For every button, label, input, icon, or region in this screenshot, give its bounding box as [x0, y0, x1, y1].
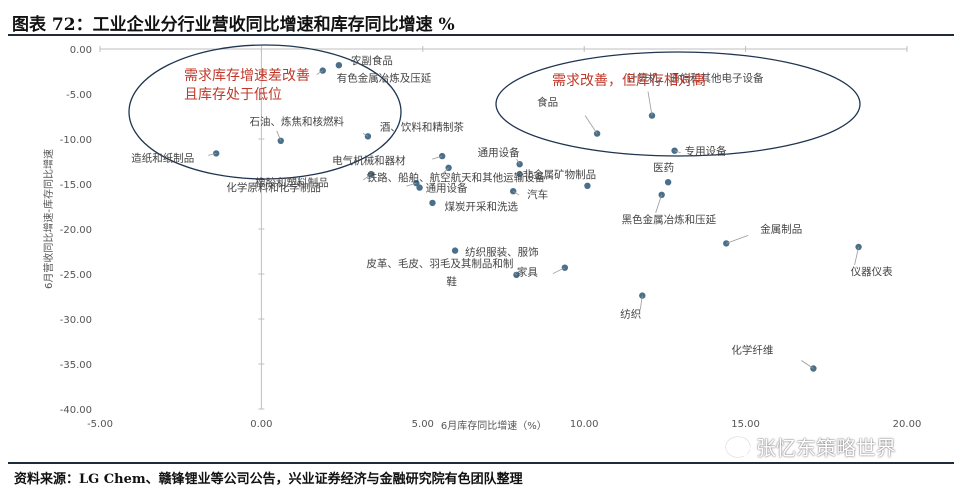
point-label: 石油、炼焦和核燃料: [250, 115, 345, 128]
scatter-point: [451, 247, 459, 254]
point-label: 仪器仪表: [851, 265, 893, 278]
watermark-text: 张忆东策略世界: [756, 436, 896, 460]
y-tick-label: -35.00: [60, 360, 92, 371]
point-label: 煤炭开采和洗选: [444, 200, 518, 213]
point-label: 化学纤维: [731, 344, 773, 357]
point-label: 皮革、毛皮、羽毛及其制品和制: [366, 257, 513, 270]
x-tick-label: -5.00: [87, 419, 113, 430]
x-tick-label: 15.00: [731, 419, 760, 430]
y-tick-label: -10.00: [60, 135, 92, 146]
point-label: 金属制品: [760, 222, 802, 235]
point-label: 通用设备: [426, 182, 468, 195]
point-label: 黑色金属冶炼和压延: [622, 213, 717, 226]
x-tick-label: 0.00: [250, 419, 272, 430]
point-label: 酒、饮料和精制茶: [380, 120, 464, 133]
y-axis-title: 6月营收同比增速-库存同比增速: [42, 149, 55, 289]
leader-line: [674, 150, 681, 154]
point-label: 食品: [537, 96, 558, 109]
leader-line: [514, 271, 517, 276]
point-label: 计算机、通信和其他电子设备: [627, 72, 764, 85]
point-label: 通用设备: [478, 146, 520, 159]
y-tick-label: -25.00: [60, 270, 92, 281]
leader-line: [801, 360, 814, 369]
leader-line: [726, 235, 749, 244]
point-label-wrap: 鞋: [446, 275, 457, 288]
title-bar: 图表 72：工业企业分行业营收同比增速和库存同比增速 %: [8, 6, 954, 36]
x-tick-label: 5.00: [412, 419, 434, 430]
ellipse-low-inventory: [128, 44, 402, 180]
y-tick-label: -15.00: [60, 180, 92, 191]
point-label: 纺织服装、服饰: [465, 246, 538, 259]
leader-line: [512, 190, 520, 196]
point-label: 化学原料和化学制品: [226, 181, 321, 194]
leader-line: [276, 130, 282, 141]
leader-line: [639, 295, 643, 310]
scatter-point: [584, 182, 591, 189]
leader-line: [647, 91, 653, 116]
point-label: 汽车: [527, 188, 548, 201]
leader-line: [442, 167, 449, 175]
leader-line: [316, 70, 323, 75]
y-tick-label: -20.00: [60, 225, 92, 236]
x-tick-label: 10.00: [570, 419, 599, 430]
y-tick-label: -5.00: [66, 90, 92, 101]
scatter-point: [335, 61, 343, 69]
scatter-point: [639, 292, 646, 299]
point-label: 医药: [653, 162, 674, 174]
y-tick-label: -40.00: [60, 405, 92, 416]
scatter-point: [429, 199, 436, 207]
leader-line: [552, 267, 566, 275]
x-axis-title: 6月库存同比增速（%）: [441, 419, 547, 432]
annotation-text: 且库存处于低位: [184, 87, 282, 103]
source-note: 资料来源：LG Chem、赣锋锂业等公司公告，兴业证券经济与金融研究院有色团队整…: [14, 472, 523, 487]
point-label: 专用设备: [685, 145, 727, 158]
leader-line: [362, 132, 369, 137]
point-label: 电气机械和器材: [332, 154, 406, 167]
y-tick-label: -30.00: [60, 315, 92, 326]
scatter-point: [416, 184, 423, 191]
leader-line: [516, 158, 520, 165]
point-label: 非金属矿物制品: [523, 168, 597, 181]
footer-divider: [8, 462, 954, 464]
point-label: 铁路、船舶、航空航天和其他运输设备: [367, 171, 546, 184]
x-tick-label: 20.00: [893, 419, 922, 430]
point-label: 农副食品: [351, 54, 393, 67]
point-label: 有色金属冶炼及压延: [337, 72, 432, 85]
ellipse-high-inventory: [495, 51, 861, 157]
point-label: 家具: [517, 266, 538, 279]
chart-title: 图表 72：工业企业分行业营收同比增速和库存同比增速 %: [12, 15, 455, 35]
point-label: 造纸和纸制品: [131, 151, 194, 164]
leader-line: [584, 115, 598, 134]
watermark: 张忆东策略世界: [726, 432, 896, 461]
wechat-icon: [726, 436, 751, 457]
annotation-text: 需求改善，但库存相对高: [552, 72, 706, 89]
leader-line: [655, 194, 663, 213]
annotation-text: 需求库存增速差改善: [184, 68, 310, 84]
leader-line: [208, 153, 217, 156]
leader-line: [432, 155, 443, 160]
scatter-point: [648, 112, 656, 119]
scatter-point: [664, 179, 672, 186]
y-tick-label: 0.00: [70, 45, 92, 56]
leader-line: [406, 182, 417, 187]
leader-line: [854, 246, 859, 266]
leader-line: [362, 173, 372, 181]
point-label: 橡胶和塑料制品: [255, 176, 328, 189]
point-label: 纺织: [620, 308, 641, 321]
